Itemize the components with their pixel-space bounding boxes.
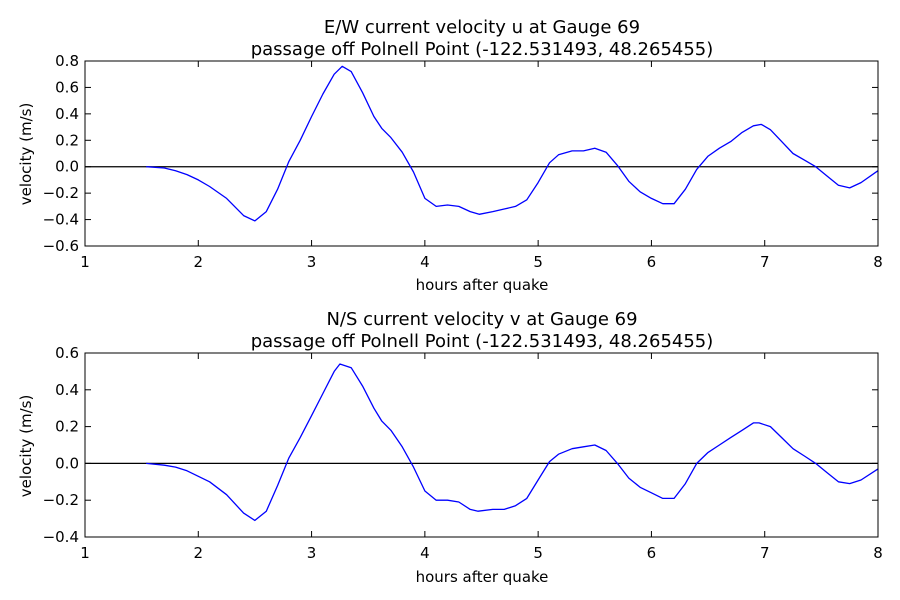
plot-frame [84,60,879,247]
chart-title: E/W current velocity u at Gauge 69 [324,17,640,38]
chart-subtitle: passage off Polnell Point (-122.531493, … [251,39,714,60]
chart-title: N/S current velocity v at Gauge 69 [326,309,637,330]
x-tick-label: 1 [80,544,90,562]
y-tick-label: 0.4 [55,105,79,123]
y-tick-label: 0.0 [55,158,79,176]
x-tick-label: 6 [647,253,657,271]
y-tick-label: −0.2 [43,491,79,509]
chart-panel-ns: N/S current velocity v at Gauge 69 passa… [17,309,883,586]
x-axis-label: hours after quake [416,276,549,294]
y-tick-label: 0.6 [55,78,79,96]
x-tick-label: 6 [647,544,657,562]
y-tick-label: 0.4 [55,381,79,399]
x-tick-label: 2 [194,544,204,562]
y-axis-label: velocity (m/s) [17,103,35,206]
x-tick-label: 2 [194,253,204,271]
x-tick-label: 8 [873,253,883,271]
chart-panel-ew: E/W current velocity u at Gauge 69 passa… [17,17,883,294]
x-tick-label: 5 [533,544,543,562]
y-tick-label: −0.4 [43,211,79,229]
x-axis-label: hours after quake [416,568,549,586]
y-tick-label: 0.2 [55,131,79,149]
x-tick-label: 4 [420,253,430,271]
x-tick-label: 4 [420,544,430,562]
x-tick-label: 7 [760,544,770,562]
y-tick-label: −0.6 [43,237,79,255]
plot-frame [84,352,879,538]
x-tick-label: 3 [307,253,317,271]
x-tick-label: 1 [80,253,90,271]
chart-marks: 1 2 3 4 5 6 7 8 −0.6 −0.4 −0.2 0.0 0.2 0.4 0.6 0.8 [43,52,883,271]
y-tick-label: −0.4 [43,528,79,546]
x-tick-label: 7 [760,253,770,271]
y-tick-label: −0.2 [43,184,79,202]
series-line [146,65,879,222]
chart-marks: 1 2 3 4 5 6 7 8 −0.4 −0.2 0.0 0.2 0.4 0.6 [43,344,883,562]
y-axis-label: velocity (m/s) [17,395,35,498]
x-tick-label: 8 [873,544,883,562]
y-tick-label: 0.0 [55,454,79,472]
series-line [146,363,879,522]
x-tick-label: 5 [533,253,543,271]
chart-subtitle: passage off Polnell Point (-122.531493, … [251,331,714,352]
y-tick-label: 0.2 [55,418,79,436]
y-tick-label: 0.6 [55,344,79,362]
x-tick-label: 3 [307,544,317,562]
y-tick-label: 0.8 [55,52,79,70]
